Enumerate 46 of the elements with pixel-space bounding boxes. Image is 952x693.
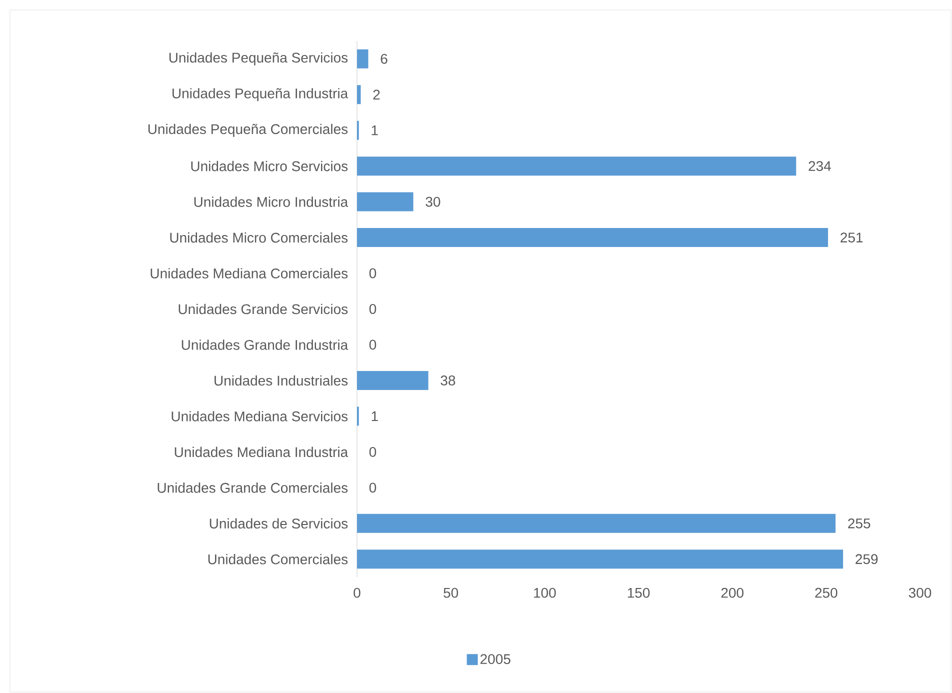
y-tick-label: Unidades Grande Industria [182, 340, 348, 350]
data-label: 0 [369, 482, 376, 493]
bar [357, 85, 361, 104]
bar [357, 192, 414, 212]
y-tick-label: Unidades Micro Comerciales [170, 232, 348, 243]
y-tick-label: Unidades Mediana Servicios [172, 411, 348, 422]
x-tick-label: 250 [815, 588, 838, 598]
y-tick-label: Unidades Industriales [214, 375, 348, 386]
y-tick-label: Unidades Micro Industria [194, 196, 348, 207]
data-label: 0 [369, 446, 376, 457]
x-tick-label: 100 [534, 588, 556, 598]
y-tick-label: Unidades Pequeña Servicios [169, 52, 348, 66]
x-tick-label: 50 [444, 588, 458, 598]
bar [357, 156, 796, 176]
y-tick-label: Unidades Micro Servicios [191, 160, 348, 172]
bar [357, 228, 828, 248]
data-label: 1 [372, 411, 378, 422]
x-tick-label: 300 [908, 588, 932, 598]
data-label: 30 [426, 196, 440, 207]
y-tick-label: Unidades Pequeña Comerciales [148, 124, 348, 137]
bar [357, 550, 844, 569]
data-label: 0 [369, 340, 376, 350]
x-tick-label: 150 [628, 588, 650, 598]
data-label: 6 [380, 54, 388, 64]
legend-label: 2005 [480, 654, 510, 664]
y-tick-label: Unidades Comerciales [208, 554, 348, 564]
bar [357, 514, 836, 533]
x-tick-label: 200 [721, 588, 744, 598]
y-tick-label: Unidades Mediana Comerciales [150, 268, 348, 278]
x-tick-label: 0 [354, 588, 360, 598]
bar [357, 49, 368, 68]
y-tick-label: Unidades Grande Servicios [178, 304, 348, 314]
data-label: 1 [372, 126, 378, 136]
data-label: 0 [369, 268, 376, 278]
y-tick-label: Unidades Grande Comerciales [158, 482, 348, 493]
data-label: 0 [369, 304, 376, 314]
y-tick-label: Unidades de Servicios [210, 518, 348, 529]
data-label: 255 [848, 518, 870, 528]
bar [357, 370, 428, 390]
data-label: 234 [808, 161, 831, 172]
data-label: 259 [856, 554, 878, 564]
y-tick-label: Unidades Pequeña Industria [172, 88, 348, 102]
data-label: 38 [440, 376, 456, 386]
data-label: 2 [373, 90, 380, 100]
y-tick-label: Unidades Mediana Industria [174, 446, 348, 458]
data-label: 251 [840, 232, 863, 242]
